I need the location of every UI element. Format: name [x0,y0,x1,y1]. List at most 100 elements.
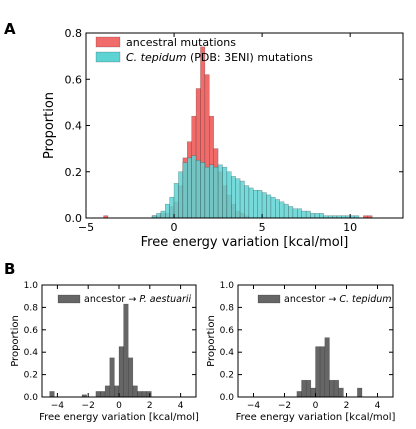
bar [314,213,320,219]
x-tick-label: −5 [78,221,94,234]
bar [292,208,298,219]
x-tick-label: −2 [82,401,95,411]
bar [127,357,134,398]
x-tick-label: −2 [278,401,291,411]
bar [244,185,250,219]
y-tick-label: 1.0 [220,281,235,291]
bar [209,164,214,219]
x-tick-label: −4 [247,401,261,411]
y-tick-label: 0.8 [24,303,39,313]
y-tick-label: 0.6 [220,326,235,336]
y-tick-label: 0.4 [220,348,235,358]
bar [324,337,330,398]
series-0 [296,337,363,398]
bar [301,210,307,219]
series-0 [49,303,152,398]
bar [239,180,245,219]
panel-b-label: B [4,260,15,278]
bar [253,190,258,219]
legend-swatch [95,36,121,48]
x-tick-label: −4 [51,401,65,411]
bar [266,194,272,219]
bar [49,391,55,398]
bar [200,162,206,219]
bar [160,210,166,219]
bar [279,201,285,219]
bar [137,391,143,398]
x-tick-label: 4 [178,401,184,411]
bar [95,391,101,398]
chart-b-right: −4 −2 0 2 4 0.0 0.2 0.4 0.6 0.8 1.0 Free energy var… [206,281,396,423]
x-tick-label: 10 [343,221,357,234]
bar [261,192,267,219]
legend-label: ancestral mutations [126,36,236,49]
y-tick-label: 0.6 [24,326,39,336]
bar [329,379,335,398]
y-axis-label: Proportion [42,92,57,159]
bar [310,213,316,219]
bar [338,387,344,398]
y-tick-label: 0.2 [65,166,83,179]
legend-label: C. tepidum (PDB: 3ENI) mutations [126,51,313,64]
legend-label: ancestor → C. tepidum [284,294,392,305]
legend-swatch [57,294,81,304]
bar [114,385,120,398]
bar [118,346,124,398]
x-tick-label: 0 [116,401,122,411]
bar [123,303,129,398]
x-tick-label: 2 [147,401,153,411]
x-axis-label: Free energy variation [kcal/mol] [236,412,396,423]
bar [204,166,210,219]
bar [310,387,316,398]
bar [315,346,321,398]
y-tick-label: 0.2 [24,371,38,381]
y-tick-label: 1.0 [24,281,39,291]
x-tick-label: 2 [344,401,350,411]
y-tick-label: 0.0 [65,212,83,225]
y-tick-label: 0.8 [65,27,83,40]
legend-label-prefix: ancestor → [84,294,139,305]
bar [283,203,289,219]
chart-b-left: −4 −2 0 2 4 0.0 0.2 0.4 0.6 0.8 1.0 Free energy var… [10,281,199,423]
x-axis-label: Free energy variation [kcal/mol] [141,235,349,250]
legend-label-italic: P. aestuarii [139,294,191,305]
legend-label-italic: C. tepidum [339,294,391,305]
x-tick-label: 0 [171,221,178,234]
y-tick-label: 0.0 [220,393,235,403]
bar [257,190,263,219]
y-tick-label: 0.2 [220,371,234,381]
legend-label: ancestor → P. aestuarii [84,294,192,305]
bar [275,199,280,219]
bar [195,159,201,219]
x-axis-label: Free energy variation [kcal/mol] [39,412,199,423]
bar [305,379,312,398]
x-tick-label: 0 [313,401,319,411]
x-tick-label: 4 [375,401,381,411]
legend-label-prefix: ancestor → [284,294,339,305]
y-axis-label: Proportion [206,315,217,367]
bar [191,155,197,219]
bar [319,213,325,219]
y-axis-label: Proportion [10,315,21,367]
bar [333,379,340,398]
bar [357,387,363,398]
bar [270,196,276,219]
series-1 [151,155,360,219]
bar [109,357,115,398]
bar [132,385,138,398]
bar [231,176,236,219]
y-tick-label: 0.0 [24,393,39,403]
y-tick-label: 0.4 [24,348,39,358]
bar [169,196,175,219]
bar [141,391,147,398]
bar [319,346,326,398]
bar [146,391,152,398]
bar [156,213,162,219]
y-tick-label: 0.6 [65,73,83,86]
y-tick-label: 0.8 [220,303,235,313]
bar [178,171,184,219]
bar [187,157,192,219]
bar [288,206,294,219]
bar [222,166,228,219]
